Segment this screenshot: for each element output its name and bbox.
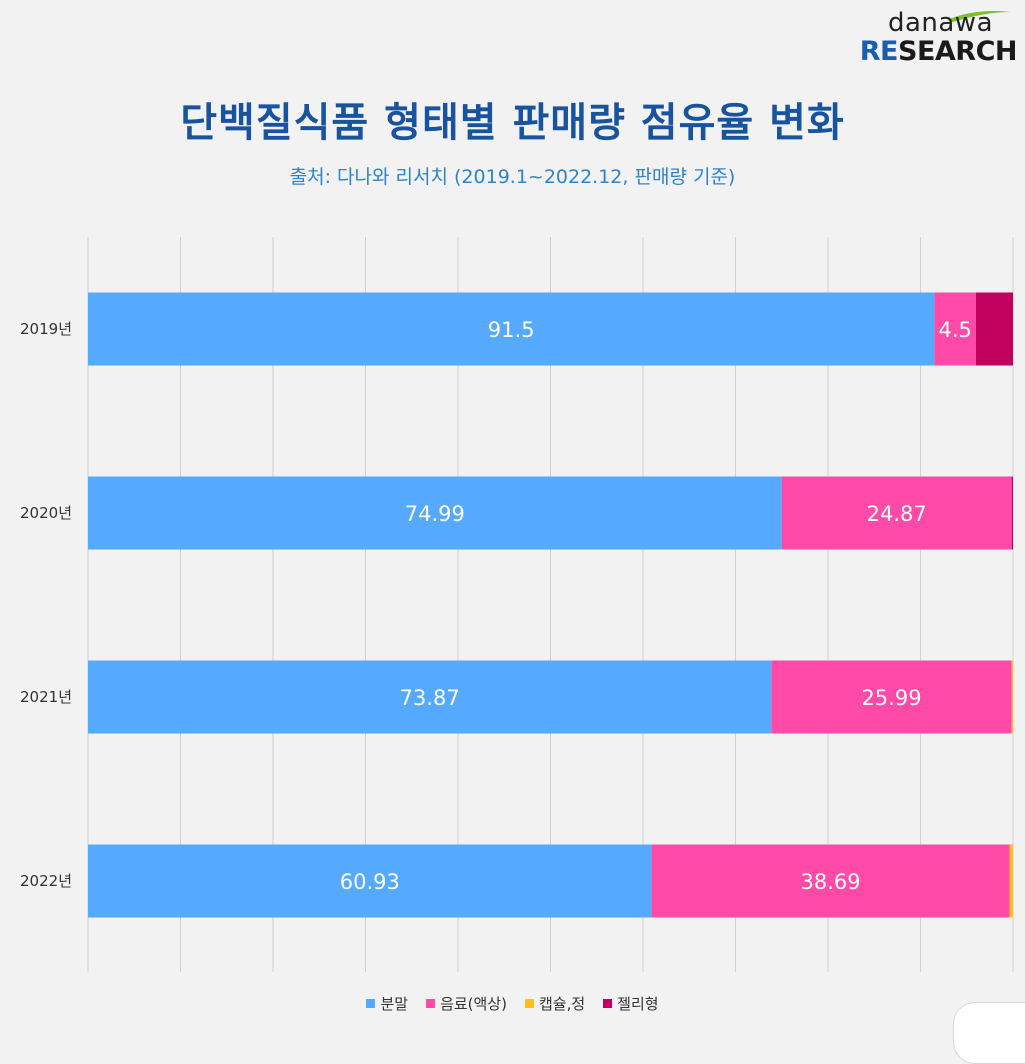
legend-swatch	[524, 999, 534, 1008]
logo-swoosh-icon	[947, 11, 1011, 22]
chart-title: 단백질식품 형태별 판매량 점유율 변화	[180, 100, 845, 146]
data-label: 38.69	[800, 870, 860, 894]
stacked-bar-chart: 2019년 91.5 4.5 2020년 74.99 24.87 2021년 73.87 25.…	[20, 237, 1014, 972]
legend-label: 캡슐,정	[538, 995, 586, 1013]
bar-segment	[934, 292, 976, 366]
data-label: 73.87	[400, 686, 460, 710]
chart-legend: 분말 음료(액상) 캡슐,정 젤리형	[0, 993, 1025, 1014]
legend-label: 음료(액상)	[440, 995, 507, 1013]
category-label: 2020년	[20, 504, 72, 522]
data-label: 60.93	[340, 870, 400, 894]
data-label: 74.99	[405, 502, 465, 526]
legend-swatch	[426, 999, 436, 1008]
legend-swatch	[603, 999, 613, 1008]
bar-segment	[1011, 660, 1013, 734]
category-label: 2022년	[20, 872, 72, 890]
danawa-research-logo: danawa RESEARCH	[859, 6, 1019, 67]
legend-label: 분말	[380, 995, 409, 1013]
logo-text-bottom: RESEARCH	[859, 36, 1018, 67]
legend-label: 젤리형	[617, 995, 659, 1013]
data-label: 25.99	[861, 686, 921, 710]
legend-item: 음료(액상)	[426, 993, 507, 1014]
logo-text-re: RE	[859, 36, 899, 67]
chart-subtitle: 출처: 다나와 리서치 (2019.1~2022.12, 판매량 기준)	[289, 166, 736, 188]
bar-segment	[1009, 844, 1013, 918]
logo-text-top: danawa	[887, 8, 993, 38]
data-label: 24.87	[867, 502, 927, 526]
data-label: 4.5	[938, 318, 971, 342]
category-label: 2021년	[20, 688, 72, 706]
bar-segment	[1011, 476, 1013, 550]
logo-text-search: SEARCH	[898, 36, 1018, 67]
legend-item: 캡슐,정	[524, 993, 586, 1014]
legend-item: 젤리형	[603, 993, 659, 1014]
data-label: 91.5	[488, 318, 535, 342]
bar-segment	[88, 476, 782, 550]
bar-segment	[88, 844, 652, 918]
bar-segment	[88, 292, 935, 366]
legend-item: 분말	[366, 993, 408, 1014]
category-label: 2019년	[20, 320, 72, 338]
bar-segment	[771, 660, 1012, 734]
bar-segment	[88, 660, 772, 734]
bar-segment	[651, 844, 1010, 918]
bar-segment	[976, 292, 1013, 366]
legend-swatch	[366, 999, 376, 1008]
corner-widget	[953, 1002, 1025, 1064]
bar-segment	[781, 476, 1012, 550]
